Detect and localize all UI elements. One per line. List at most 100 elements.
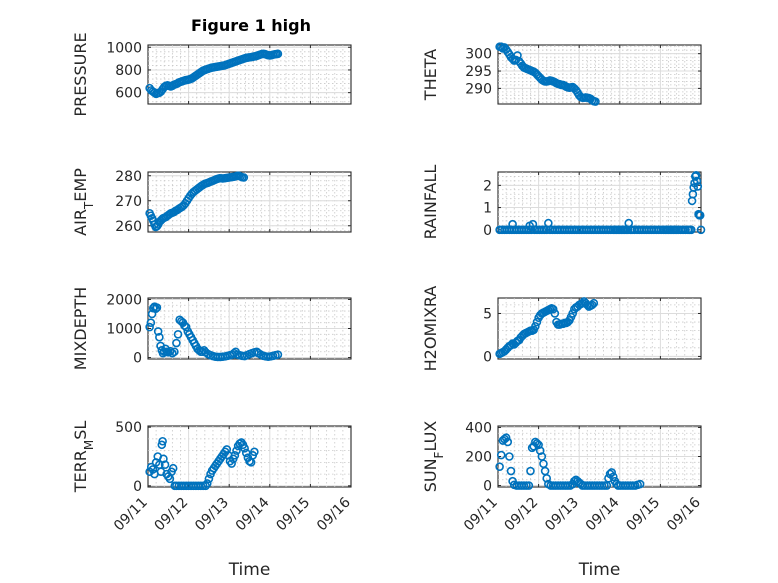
subplot-mixdepth: 0 1000 2000 MIXDEPTH	[71, 287, 352, 370]
x-tick-label: 09/13	[542, 495, 582, 535]
data-point	[696, 225, 706, 235]
data-point	[607, 468, 616, 477]
data-point	[166, 346, 175, 356]
y-tick-label: 280	[115, 169, 142, 185]
data-point	[695, 211, 705, 220]
y-axis-label: H2OMIXRA	[421, 286, 440, 372]
subplot-h2omixra: 0 5 H2OMIXRA	[421, 286, 702, 372]
data-point	[542, 473, 552, 483]
y-tick-label: 260	[115, 219, 142, 235]
data-point	[501, 433, 511, 442]
data-point	[591, 97, 600, 106]
y-axis-label: SUNFLUX	[421, 421, 446, 493]
y-axis-label: AIRTEMP	[71, 168, 96, 236]
y-tick-label: 290	[465, 81, 492, 97]
y-axis-label: RAINFALL	[421, 165, 440, 240]
x-tick-label: 09/13	[192, 495, 232, 535]
data-point	[227, 459, 236, 468]
data-point	[534, 440, 543, 450]
data-point	[152, 303, 162, 312]
x-axis-label: Time	[578, 560, 621, 580]
data-point	[232, 446, 241, 455]
y-tick-label: 800	[115, 63, 142, 79]
data-point	[531, 322, 540, 331]
data-point	[691, 171, 701, 180]
data-point	[170, 347, 179, 357]
data-point	[496, 450, 506, 460]
data-point	[172, 338, 181, 348]
y-tick-label: 0	[483, 223, 492, 239]
data-point	[239, 173, 249, 182]
data-point	[526, 225, 536, 235]
y-tick-label: 300	[465, 47, 492, 63]
y-tick-label: 0	[483, 349, 492, 365]
data-point	[273, 49, 283, 59]
data-point	[204, 474, 214, 484]
data-point	[686, 225, 696, 235]
data-point	[173, 330, 183, 339]
data-point	[495, 462, 504, 471]
y-tick-label: 1	[483, 201, 492, 217]
data-point	[689, 183, 698, 192]
x-tick-label: 09/12	[152, 495, 192, 535]
y-tick-label: 0	[133, 351, 142, 367]
subplot-terr_msl: 0 500 09/11 09/12 09/13 09/14 09/15 09/16 TERRMS…	[71, 420, 354, 580]
subplot-pressure: 600 800 1000 PRESSURE	[71, 32, 352, 117]
x-tick-label: 09/14	[233, 494, 273, 534]
x-tick-label: 09/16	[314, 494, 354, 534]
y-tick-label: 2000	[106, 292, 142, 308]
data-point	[503, 437, 513, 447]
x-axis-label: Time	[228, 560, 271, 580]
data-point	[181, 322, 191, 332]
data-point	[250, 447, 259, 457]
data-point	[505, 452, 514, 461]
y-axis-label: THETA	[421, 49, 440, 101]
data-point	[146, 318, 156, 327]
data-point	[609, 472, 618, 482]
y-tick-label: 0	[133, 479, 142, 495]
x-tick-label: 09/15	[623, 495, 663, 535]
y-tick-label: 1000	[106, 40, 142, 56]
x-tick-label: 09/15	[273, 495, 313, 535]
y-tick-label: 0	[483, 479, 492, 495]
data-point	[589, 298, 599, 308]
y-tick-label: 200	[465, 450, 492, 466]
data-point	[692, 176, 702, 186]
data-point	[506, 466, 516, 476]
data-point	[168, 463, 178, 473]
y-tick-label: 2	[483, 178, 492, 194]
data-point	[145, 322, 154, 332]
data-point	[587, 300, 597, 310]
data-point	[230, 451, 240, 460]
y-axis-label: MIXDEPTH	[71, 287, 90, 370]
data-point	[151, 304, 161, 314]
data-point	[532, 317, 542, 327]
data-point	[532, 439, 542, 448]
data-point	[240, 443, 249, 453]
x-tick-label: 09/14	[583, 494, 623, 534]
y-tick-label: 500	[115, 420, 142, 436]
x-tick-label: 09/11	[111, 495, 151, 535]
data-point	[160, 460, 170, 470]
axes-box	[497, 171, 702, 233]
data-point	[548, 304, 558, 314]
data-point	[155, 332, 164, 342]
data-point	[157, 440, 167, 450]
subplot-rainfall: 0 1 2 RAINFALL	[421, 165, 706, 240]
data-point	[635, 479, 645, 489]
data-point	[528, 219, 538, 229]
y-axis-label: TERRMSL	[71, 421, 96, 494]
data-point	[524, 481, 534, 490]
y-tick-label: 270	[115, 194, 142, 210]
data-point	[578, 298, 587, 308]
data-point	[202, 479, 212, 488]
y-tick-label: 600	[115, 86, 142, 102]
figure-title: Figure 1 high	[191, 16, 311, 35]
data-point	[550, 309, 560, 318]
data-point	[508, 219, 517, 229]
data-point	[153, 327, 163, 336]
subplot-sun_flux: 0 200 400 09/11 09/12 09/13 09/14 09/15 09/16 SUN…	[421, 420, 704, 580]
y-tick-label: 5	[483, 306, 492, 322]
